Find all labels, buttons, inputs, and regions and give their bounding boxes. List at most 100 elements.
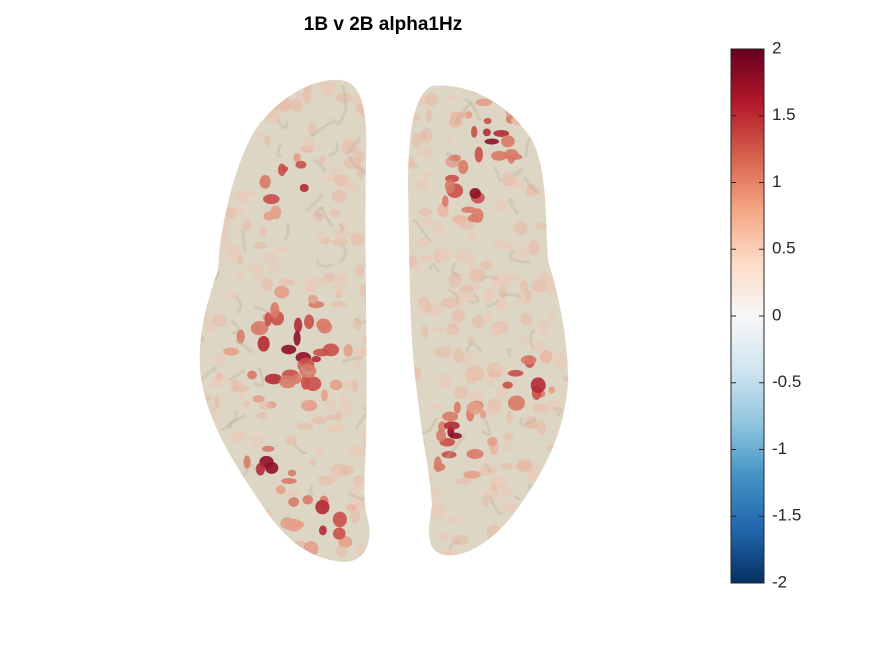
surface-patch bbox=[438, 421, 447, 433]
surface-patch bbox=[243, 538, 251, 551]
surface-patch bbox=[523, 462, 532, 473]
surface-patch bbox=[301, 399, 318, 412]
surface-patch bbox=[552, 85, 562, 91]
surface-patch bbox=[361, 427, 370, 443]
chart-title: 1B v 2B alpha1Hz bbox=[304, 14, 462, 35]
surface-patch bbox=[234, 191, 250, 205]
surface-patch bbox=[243, 400, 250, 408]
surface-patch bbox=[223, 347, 240, 356]
surface-fold bbox=[409, 456, 423, 479]
surface-fold bbox=[253, 304, 269, 314]
surface-patch bbox=[533, 338, 547, 353]
surface-patch bbox=[205, 120, 223, 133]
surface-patch bbox=[552, 168, 565, 176]
surface-patch bbox=[548, 77, 554, 84]
surface-patch bbox=[218, 229, 228, 242]
surface-patch bbox=[341, 141, 358, 155]
surface-patch bbox=[461, 372, 479, 379]
surface-patch bbox=[331, 238, 349, 246]
surface-patch bbox=[243, 455, 251, 469]
surface-patch bbox=[542, 166, 554, 177]
surface-patch bbox=[258, 401, 273, 410]
surface-patch bbox=[278, 100, 290, 113]
surface-patch bbox=[454, 248, 472, 263]
surface-patch bbox=[464, 111, 473, 119]
surface-fold bbox=[445, 434, 466, 459]
surface-fold bbox=[487, 494, 502, 515]
surface-patch bbox=[199, 412, 216, 426]
surface-patch bbox=[345, 503, 357, 512]
surface-patch bbox=[205, 246, 218, 258]
surface-patch bbox=[458, 160, 469, 175]
surface-patch bbox=[215, 371, 223, 381]
colorbar-tick-label: -1 bbox=[772, 439, 787, 458]
surface-patch bbox=[469, 85, 482, 95]
surface-fold bbox=[468, 292, 480, 304]
surface-patch bbox=[479, 409, 487, 419]
surface-patch bbox=[199, 310, 211, 325]
surface-patch bbox=[408, 526, 413, 533]
surface-patch bbox=[340, 465, 354, 476]
surface-patch bbox=[408, 162, 419, 169]
surface-patch bbox=[539, 271, 552, 282]
surface-fold bbox=[235, 296, 243, 315]
surface-patch bbox=[330, 300, 347, 308]
surface-patch bbox=[330, 424, 345, 435]
surface-patch bbox=[458, 285, 474, 293]
surface-fold bbox=[199, 366, 218, 387]
surface-patch bbox=[442, 411, 459, 422]
surface-patch bbox=[359, 106, 370, 119]
surface-patch bbox=[300, 286, 317, 293]
surface-patch bbox=[455, 477, 472, 485]
surface-patch bbox=[262, 445, 275, 452]
surface-patch bbox=[548, 386, 555, 394]
surface-fold bbox=[408, 399, 417, 405]
surface-patch bbox=[408, 92, 414, 103]
surface-patch bbox=[264, 312, 272, 327]
surface-patch bbox=[311, 416, 327, 425]
surface-patch bbox=[441, 450, 457, 459]
surface-fold bbox=[227, 369, 246, 382]
surface-patch bbox=[441, 195, 449, 208]
surface-fold bbox=[481, 414, 492, 437]
surface-patch bbox=[458, 291, 475, 303]
surface-patch bbox=[216, 537, 233, 548]
surface-fold bbox=[342, 356, 363, 364]
surface-patch bbox=[211, 314, 227, 327]
surface-patch bbox=[443, 421, 460, 430]
surface-patch bbox=[231, 384, 249, 393]
surface-patch bbox=[230, 429, 242, 444]
surface-patch bbox=[302, 89, 312, 105]
surface-patch bbox=[334, 174, 349, 186]
surface-patch bbox=[317, 228, 326, 243]
surface-fold bbox=[463, 98, 482, 122]
surface-patch bbox=[275, 485, 286, 495]
surface-patch bbox=[205, 251, 220, 263]
surface-patch bbox=[253, 241, 268, 250]
surface-patch bbox=[300, 374, 310, 390]
surface-patch bbox=[225, 85, 242, 98]
surface-patch bbox=[454, 385, 469, 400]
surface-patch bbox=[552, 207, 559, 221]
surface-patch bbox=[449, 94, 458, 102]
surface-patch bbox=[316, 318, 331, 331]
surface-patch bbox=[226, 244, 242, 261]
surface-patch bbox=[475, 551, 486, 556]
surface-fold bbox=[493, 166, 503, 183]
surface-patch bbox=[330, 467, 342, 480]
surface-patch bbox=[294, 317, 303, 333]
surface-patch bbox=[338, 221, 349, 230]
surface-patch bbox=[501, 135, 515, 148]
surface-patch bbox=[546, 511, 562, 521]
surface-patch bbox=[510, 115, 524, 126]
surface-patch bbox=[350, 508, 361, 524]
surface-patch bbox=[560, 428, 568, 444]
surface-patch bbox=[219, 115, 227, 122]
surface-patch bbox=[332, 527, 346, 540]
surface-patch bbox=[507, 369, 524, 377]
surface-patch bbox=[502, 487, 512, 498]
surface-patch bbox=[321, 389, 328, 402]
surface-patch bbox=[511, 273, 523, 281]
surface-patch bbox=[540, 403, 548, 415]
